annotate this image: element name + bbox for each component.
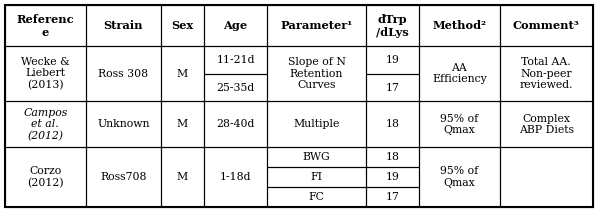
Text: Unknown: Unknown: [97, 119, 149, 129]
Bar: [419, 147, 500, 207]
Text: 17: 17: [385, 83, 400, 93]
Bar: [5, 101, 86, 147]
Bar: [366, 5, 419, 46]
Text: Ross708: Ross708: [100, 172, 146, 182]
Text: 11-21d: 11-21d: [216, 55, 255, 65]
Text: Campos
et al.
(2012): Campos et al. (2012): [23, 108, 67, 141]
Text: Sex: Sex: [172, 20, 193, 31]
Bar: [5, 147, 86, 207]
Bar: [161, 101, 204, 147]
Bar: [366, 167, 419, 187]
Text: 1-18d: 1-18d: [220, 172, 251, 182]
Text: 18: 18: [385, 152, 400, 162]
Text: Slope of N
Retention
Curves: Slope of N Retention Curves: [287, 57, 346, 90]
Text: M: M: [177, 119, 188, 129]
Bar: [204, 5, 267, 46]
Bar: [204, 46, 267, 74]
Text: 17: 17: [385, 192, 400, 202]
Bar: [5, 46, 86, 101]
Text: 95% of
Qmax: 95% of Qmax: [440, 166, 478, 188]
Text: FC: FC: [308, 192, 325, 202]
Bar: [204, 147, 267, 207]
Bar: [366, 101, 419, 147]
Text: Ross 308: Ross 308: [98, 69, 148, 79]
Text: Referenc
e: Referenc e: [16, 14, 74, 37]
Text: Multiple: Multiple: [293, 119, 340, 129]
Bar: [267, 46, 366, 101]
Text: M: M: [177, 172, 188, 182]
Text: 95% of
Qmax: 95% of Qmax: [440, 113, 478, 135]
Bar: [161, 147, 204, 207]
Bar: [267, 147, 366, 167]
Text: FI: FI: [311, 172, 323, 182]
Text: Complex
ABP Diets: Complex ABP Diets: [519, 113, 574, 135]
Bar: [267, 5, 366, 46]
Text: Total AA.
Non-peer
reviewed.: Total AA. Non-peer reviewed.: [520, 57, 573, 90]
Bar: [204, 101, 267, 147]
Text: Strain: Strain: [104, 20, 143, 31]
Bar: [366, 74, 419, 101]
Text: 25-35d: 25-35d: [217, 83, 254, 93]
Bar: [267, 167, 366, 187]
Text: Method²: Method²: [432, 20, 486, 31]
Bar: [86, 147, 161, 207]
Bar: [366, 46, 419, 74]
Text: 19: 19: [385, 172, 400, 182]
Bar: [500, 5, 593, 46]
Bar: [500, 101, 593, 147]
Bar: [86, 46, 161, 101]
Bar: [366, 147, 419, 167]
Text: Parameter¹: Parameter¹: [280, 20, 353, 31]
Bar: [267, 101, 366, 147]
Bar: [86, 101, 161, 147]
Bar: [500, 46, 593, 101]
Bar: [204, 74, 267, 101]
Text: M: M: [177, 69, 188, 79]
Bar: [86, 5, 161, 46]
Bar: [5, 5, 86, 46]
Bar: [419, 101, 500, 147]
Bar: [366, 187, 419, 207]
Text: Age: Age: [223, 20, 248, 31]
Bar: [500, 147, 593, 207]
Text: 19: 19: [385, 55, 400, 65]
Bar: [267, 187, 366, 207]
Bar: [161, 46, 204, 101]
Bar: [419, 46, 500, 101]
Text: 18: 18: [385, 119, 400, 129]
Text: BWG: BWG: [302, 152, 331, 162]
Text: Comment³: Comment³: [513, 20, 580, 31]
Bar: [161, 5, 204, 46]
Text: Wecke &
Liebert
(2013): Wecke & Liebert (2013): [21, 57, 70, 90]
Text: Corzo
(2012): Corzo (2012): [27, 166, 64, 188]
Text: 28-40d: 28-40d: [217, 119, 254, 129]
Text: dTrp
/dLys: dTrp /dLys: [376, 14, 409, 37]
Text: AA
Efficiency: AA Efficiency: [432, 63, 487, 84]
Bar: [419, 5, 500, 46]
